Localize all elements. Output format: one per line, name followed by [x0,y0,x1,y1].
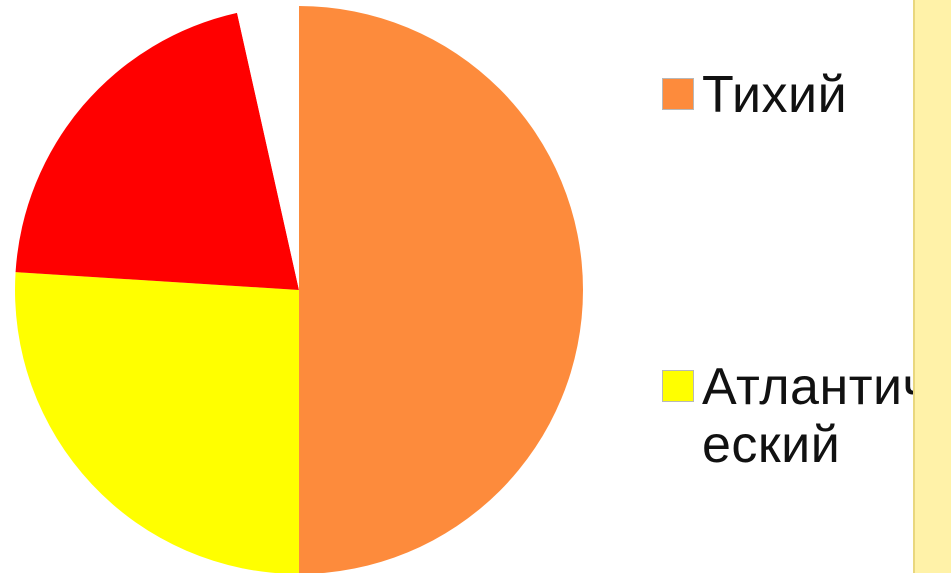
side-panel [913,0,951,573]
legend-swatch-atlantic [662,370,694,402]
legend-item-pacific: Тихий [662,66,947,124]
pie-slices [15,6,583,573]
pie-slice-pacific [299,6,583,573]
pie-slice-white [237,6,299,290]
legend-swatch-pacific [662,78,694,110]
legend-label-atlantic: Атлантический [702,358,931,474]
legend-item-atlantic: Атлантический [662,358,947,474]
pie-slice-red [15,12,300,291]
pie-chart [15,6,583,573]
pie-slice-atlantic [15,272,299,573]
legend-label-pacific: Тихий [702,66,848,124]
